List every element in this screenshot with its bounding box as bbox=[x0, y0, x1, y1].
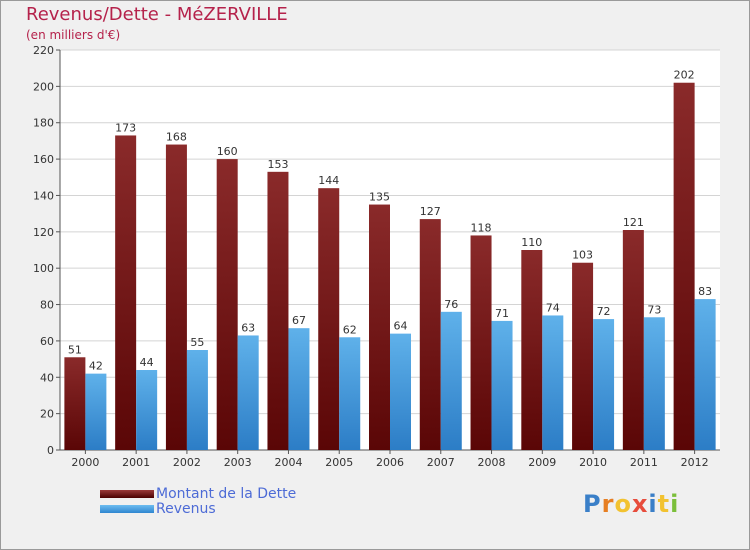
bar-revenus bbox=[186, 350, 208, 450]
data-label-dette: 103 bbox=[572, 249, 593, 262]
logo-letter: o bbox=[614, 490, 632, 518]
bar-dette bbox=[267, 171, 289, 450]
x-tick-label: 2003 bbox=[224, 456, 252, 469]
x-tick-label: 2004 bbox=[274, 456, 302, 469]
y-tick-label: 180 bbox=[33, 117, 54, 130]
bar-revenus bbox=[237, 335, 259, 450]
data-label-dette: 173 bbox=[115, 121, 136, 134]
legend: Montant de la Dette Revenus bbox=[100, 485, 297, 517]
data-label-dette: 118 bbox=[471, 221, 492, 234]
data-label-dette: 127 bbox=[420, 205, 441, 218]
bar-dette bbox=[419, 219, 441, 450]
y-tick-label: 80 bbox=[40, 299, 54, 312]
y-tick-label: 120 bbox=[33, 226, 54, 239]
chart-subtitle: (en milliers d'€) bbox=[26, 28, 121, 42]
bar-revenus bbox=[136, 370, 158, 450]
bar-dette bbox=[318, 188, 340, 450]
data-label-dette: 153 bbox=[267, 158, 288, 171]
data-label-revenus: 42 bbox=[89, 360, 103, 373]
proxiti-logo: Proxiti bbox=[583, 490, 679, 518]
y-tick-label: 100 bbox=[33, 262, 54, 275]
bar-dette bbox=[521, 250, 543, 450]
y-tick-label: 20 bbox=[40, 408, 54, 421]
y-tick-label: 0 bbox=[47, 444, 54, 457]
logo-letter: t bbox=[657, 490, 671, 518]
legend-item-revenus: Revenus bbox=[100, 500, 296, 517]
x-tick-label: 2000 bbox=[71, 456, 99, 469]
x-tick-label: 2010 bbox=[579, 456, 607, 469]
y-tick-label: 220 bbox=[33, 44, 54, 57]
logo-letter: x bbox=[631, 490, 649, 518]
bar-dette bbox=[64, 357, 86, 450]
data-label-dette: 51 bbox=[68, 343, 82, 356]
logo-letter: r bbox=[601, 490, 615, 518]
bar-revenus bbox=[390, 333, 411, 450]
chart-title: Revenus/Dette - MéZERVILLE bbox=[26, 4, 288, 25]
legend-label-dette: Montant de la Dette bbox=[156, 485, 297, 502]
data-label-dette: 110 bbox=[521, 236, 542, 249]
x-tick-label: 2011 bbox=[630, 456, 658, 469]
legend-label-revenus: Revenus bbox=[156, 500, 216, 517]
bar-revenus bbox=[593, 319, 615, 450]
bar-dette bbox=[572, 262, 594, 450]
bar-revenus bbox=[440, 311, 462, 450]
data-label-dette: 121 bbox=[623, 216, 644, 229]
bar-revenus bbox=[694, 299, 716, 450]
data-label-revenus: 72 bbox=[597, 305, 611, 318]
bar-revenus bbox=[339, 337, 361, 450]
y-tick-label: 160 bbox=[33, 153, 54, 166]
x-tick-label: 2012 bbox=[681, 456, 709, 469]
bar-dette bbox=[115, 135, 137, 451]
logo-letter: i bbox=[648, 490, 658, 518]
logo-letter: P bbox=[583, 490, 602, 518]
y-tick-label: 60 bbox=[40, 335, 54, 348]
bar-revenus bbox=[643, 317, 665, 450]
bar-dette bbox=[673, 82, 695, 451]
legend-item-dette: Montant de la Dette bbox=[100, 485, 297, 502]
data-label-revenus: 74 bbox=[546, 301, 560, 314]
data-label-revenus: 67 bbox=[292, 314, 306, 327]
x-tick-label: 2008 bbox=[478, 456, 506, 469]
bar-revenus bbox=[288, 328, 310, 450]
bar-dette bbox=[369, 204, 390, 450]
data-label-dette: 135 bbox=[369, 191, 390, 204]
x-tick-label: 2009 bbox=[528, 456, 556, 469]
y-tick-label: 200 bbox=[33, 80, 54, 93]
data-label-revenus: 62 bbox=[343, 323, 357, 336]
bar-dette bbox=[470, 235, 492, 450]
bar-dette bbox=[622, 230, 644, 450]
x-tick-label: 2002 bbox=[173, 456, 201, 469]
data-label-revenus: 76 bbox=[444, 298, 458, 311]
data-label-revenus: 71 bbox=[495, 307, 509, 320]
data-label-revenus: 64 bbox=[394, 320, 408, 333]
bar-dette bbox=[165, 144, 187, 450]
data-label-revenus: 55 bbox=[190, 336, 204, 349]
data-label-dette: 160 bbox=[217, 145, 238, 158]
bar-dette bbox=[216, 159, 238, 450]
data-label-revenus: 73 bbox=[647, 303, 661, 316]
bar-revenus bbox=[491, 320, 513, 450]
y-tick-label: 140 bbox=[33, 189, 54, 202]
legend-swatch-revenus bbox=[100, 504, 154, 513]
data-label-revenus: 83 bbox=[698, 285, 712, 298]
data-label-dette: 144 bbox=[318, 174, 339, 187]
data-label-dette: 202 bbox=[674, 69, 695, 82]
y-tick-label: 40 bbox=[40, 371, 54, 384]
bar-revenus bbox=[85, 373, 107, 450]
data-label-revenus: 63 bbox=[241, 321, 255, 334]
x-tick-label: 2001 bbox=[122, 456, 150, 469]
x-tick-label: 2006 bbox=[376, 456, 404, 469]
data-label-dette: 168 bbox=[166, 131, 187, 144]
x-tick-label: 2005 bbox=[325, 456, 353, 469]
legend-swatch-dette bbox=[100, 489, 154, 498]
bar-revenus bbox=[542, 315, 564, 450]
logo-letter: i bbox=[670, 490, 680, 518]
x-tick-label: 2007 bbox=[427, 456, 455, 469]
data-label-revenus: 44 bbox=[140, 356, 154, 369]
